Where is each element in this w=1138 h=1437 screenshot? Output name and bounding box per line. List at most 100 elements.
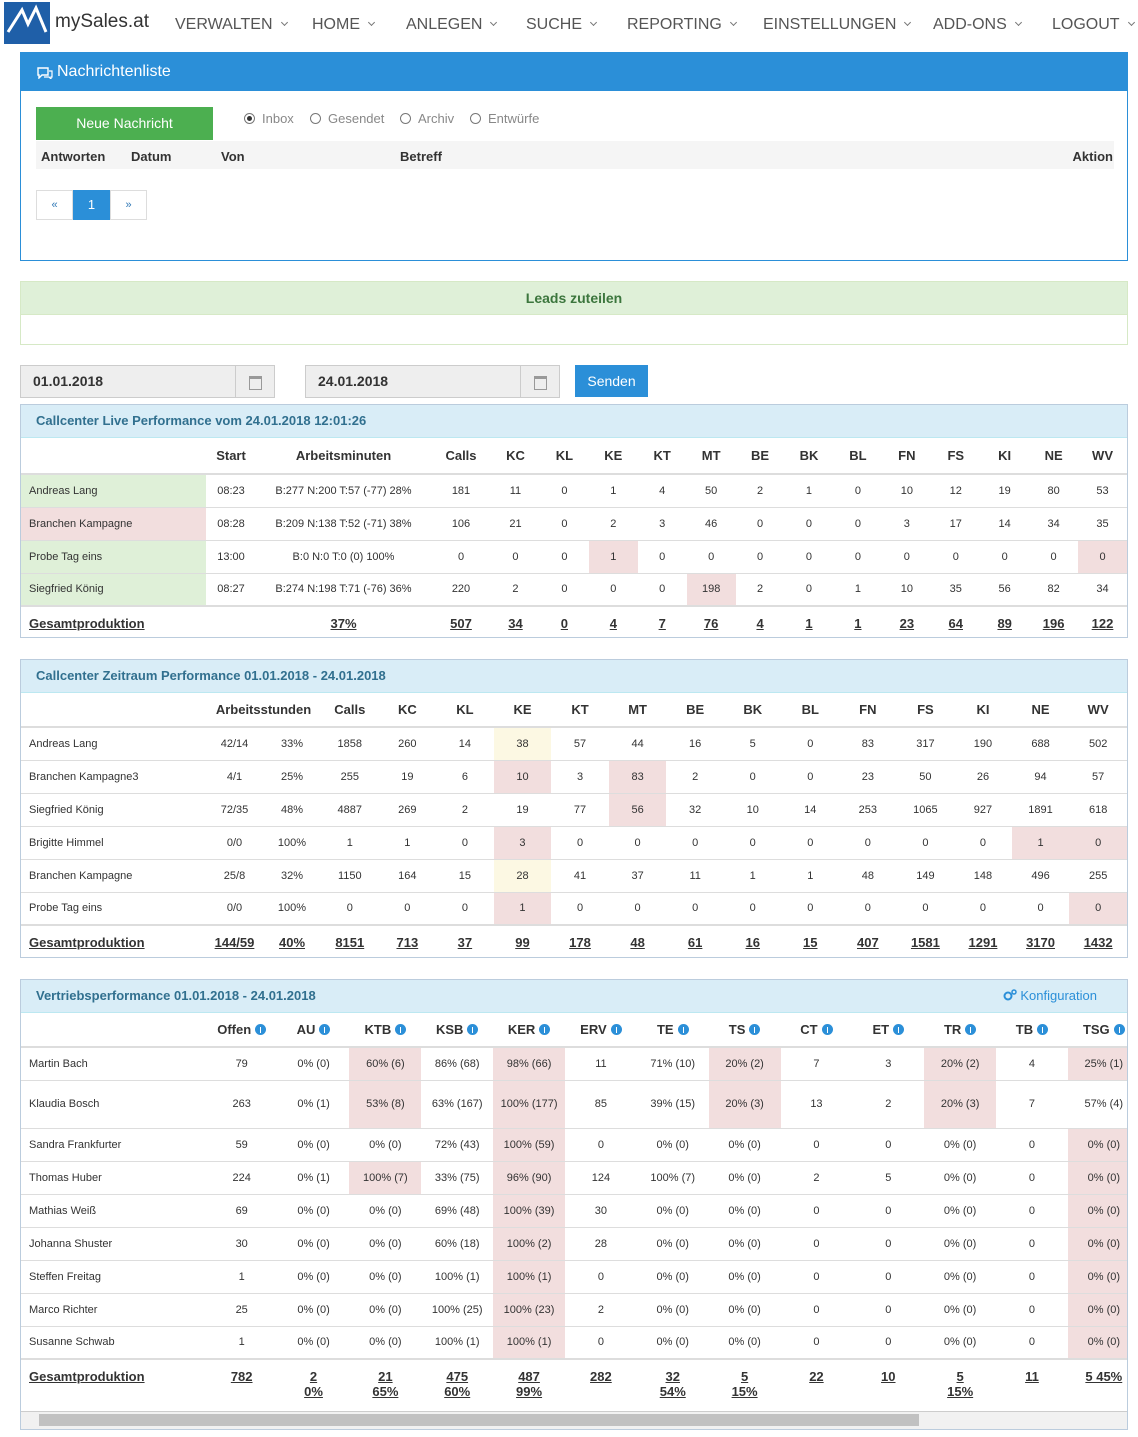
total-cell[interactable]: 1 [833, 605, 883, 641]
radio-option[interactable]: Inbox [244, 111, 294, 126]
calendar-icon[interactable] [235, 366, 274, 397]
info-icon[interactable] [610, 1024, 622, 1035]
total-cell[interactable]: 89 [980, 605, 1030, 641]
total-cell[interactable]: 4 [735, 605, 785, 641]
total-cell[interactable]: 713 [378, 924, 437, 960]
send-button[interactable]: Senden [575, 365, 648, 397]
total-label[interactable]: Gesamtproduktion [21, 924, 206, 960]
sales-table: OffenAUKTBKSBKERERVTETSCTETTRTBTSGTMarti… [21, 1013, 1127, 1411]
info-icon[interactable] [539, 1024, 551, 1035]
total-cell[interactable]: 99 [493, 924, 552, 960]
total-cell[interactable]: 3170 [1011, 924, 1070, 960]
page-button[interactable]: « [36, 190, 73, 220]
total-cell[interactable]: 15 [781, 924, 840, 960]
total-cell[interactable]: 5 45% [1067, 1358, 1127, 1411]
new-message-button[interactable]: Neue Nachricht [36, 107, 213, 140]
sales-heading: Vertriebsperformance 01.01.2018 - 24.01.… [21, 980, 1127, 1013]
info-icon[interactable] [1113, 1024, 1125, 1035]
total-cell[interactable]: 475 60% [421, 1358, 494, 1411]
info-icon[interactable] [255, 1024, 267, 1035]
date-to[interactable]: 24.01.2018 [305, 365, 560, 398]
data-cell: 1 [833, 572, 883, 606]
brand[interactable]: mySales.at [55, 11, 149, 32]
total-cell[interactable]: 1432 [1069, 924, 1127, 960]
total-label[interactable]: Gesamtproduktion [21, 1358, 206, 1411]
total-cell[interactable]: 10 [852, 1358, 925, 1411]
total-cell[interactable]: 1 [784, 605, 834, 641]
info-icon[interactable] [467, 1024, 479, 1035]
data-cell: 46 [686, 506, 736, 540]
total-cell[interactable]: 407 [839, 924, 897, 960]
radio-option[interactable]: Gesendet [310, 111, 384, 126]
config-link[interactable]: Konfiguration [1003, 980, 1097, 1012]
data-cell: 0 [833, 473, 883, 507]
data-cell: 10 [882, 572, 932, 606]
data-cell: 0% (0) [277, 1259, 350, 1293]
total-cell[interactable]: 37 [436, 924, 494, 960]
info-icon[interactable] [395, 1024, 407, 1035]
total-cell[interactable]: 122 [1078, 605, 1127, 641]
total-cell[interactable]: 8151 [321, 924, 379, 960]
info-icon[interactable] [1037, 1024, 1049, 1035]
info-icon[interactable] [319, 1024, 331, 1035]
total-cell[interactable]: 34 [491, 605, 540, 641]
total-cell[interactable]: 282 [564, 1358, 637, 1411]
nav-item[interactable]: VERWALTEN [175, 16, 288, 34]
nav-item[interactable]: HOME [312, 16, 376, 34]
nav-item[interactable]: LOGOUT [1052, 16, 1135, 34]
date-from[interactable]: 01.01.2018 [20, 365, 275, 398]
calendar-icon[interactable] [520, 366, 559, 397]
nav-item[interactable]: ANLEGEN [406, 16, 498, 34]
info-icon[interactable] [965, 1024, 977, 1035]
total-cell[interactable]: 7 [637, 605, 687, 641]
info-icon[interactable] [749, 1024, 761, 1035]
page-button[interactable]: 1 [73, 190, 110, 220]
total-cell[interactable]: 0 [539, 605, 589, 641]
total-cell[interactable]: 22 [780, 1358, 853, 1411]
nav-item[interactable]: REPORTING [627, 16, 737, 34]
radio-option[interactable]: Archiv [400, 111, 454, 126]
total-cell[interactable]: 40% [263, 924, 321, 960]
nav-label: HOME [312, 16, 360, 33]
total-cell[interactable]: 64 [931, 605, 981, 641]
data-cell: 10 [493, 759, 552, 793]
total-cell[interactable]: 61 [666, 924, 724, 960]
total-cell[interactable]: 48 [608, 924, 667, 960]
scroll-thumb[interactable] [39, 1414, 919, 1426]
total-cell[interactable]: 23 [882, 605, 932, 641]
total-cell[interactable]: 144/59 [206, 924, 263, 960]
total-cell[interactable]: 487 99% [493, 1358, 565, 1411]
page-button[interactable]: » [110, 190, 147, 220]
total-cell[interactable]: 5 15% [924, 1358, 997, 1411]
radio-label: Inbox [262, 111, 294, 126]
total-cell[interactable]: 11 [996, 1358, 1068, 1411]
nav-item[interactable]: SUCHE [526, 16, 598, 34]
total-cell[interactable]: 21 65% [349, 1358, 422, 1411]
data-cell: 0% (0) [1067, 1226, 1127, 1260]
total-cell[interactable]: 196 [1029, 605, 1079, 641]
nav-item[interactable]: ADD-ONS [933, 16, 1022, 34]
data-cell: 33% (75) [421, 1160, 494, 1194]
leads-title[interactable]: Leads zuteilen [21, 282, 1127, 315]
column-header: Datum [131, 149, 172, 164]
total-cell[interactable]: 1291 [954, 924, 1012, 960]
total-cell[interactable]: 4 [588, 605, 638, 641]
radio-option[interactable]: Entwürfe [470, 111, 539, 126]
total-cell[interactable]: 2 0% [277, 1358, 350, 1411]
data-cell: 2 [735, 473, 785, 507]
info-icon[interactable] [677, 1024, 689, 1035]
total-cell[interactable]: 1581 [896, 924, 955, 960]
total-cell[interactable]: 178 [551, 924, 609, 960]
total-cell[interactable]: 32 54% [636, 1358, 709, 1411]
total-cell[interactable]: 5 15% [708, 1358, 781, 1411]
total-cell[interactable]: 37% [256, 605, 431, 641]
info-icon[interactable] [893, 1024, 905, 1035]
total-cell[interactable]: 507 [431, 605, 491, 641]
info-icon[interactable] [821, 1024, 833, 1035]
nav-item[interactable]: EINSTELLUNGEN [763, 16, 912, 34]
scrollbar[interactable] [21, 1411, 1127, 1429]
total-cell[interactable]: 76 [686, 605, 736, 641]
total-cell[interactable]: 16 [723, 924, 782, 960]
total-cell[interactable]: 782 [205, 1358, 278, 1411]
total-label[interactable]: Gesamtproduktion [21, 605, 206, 641]
